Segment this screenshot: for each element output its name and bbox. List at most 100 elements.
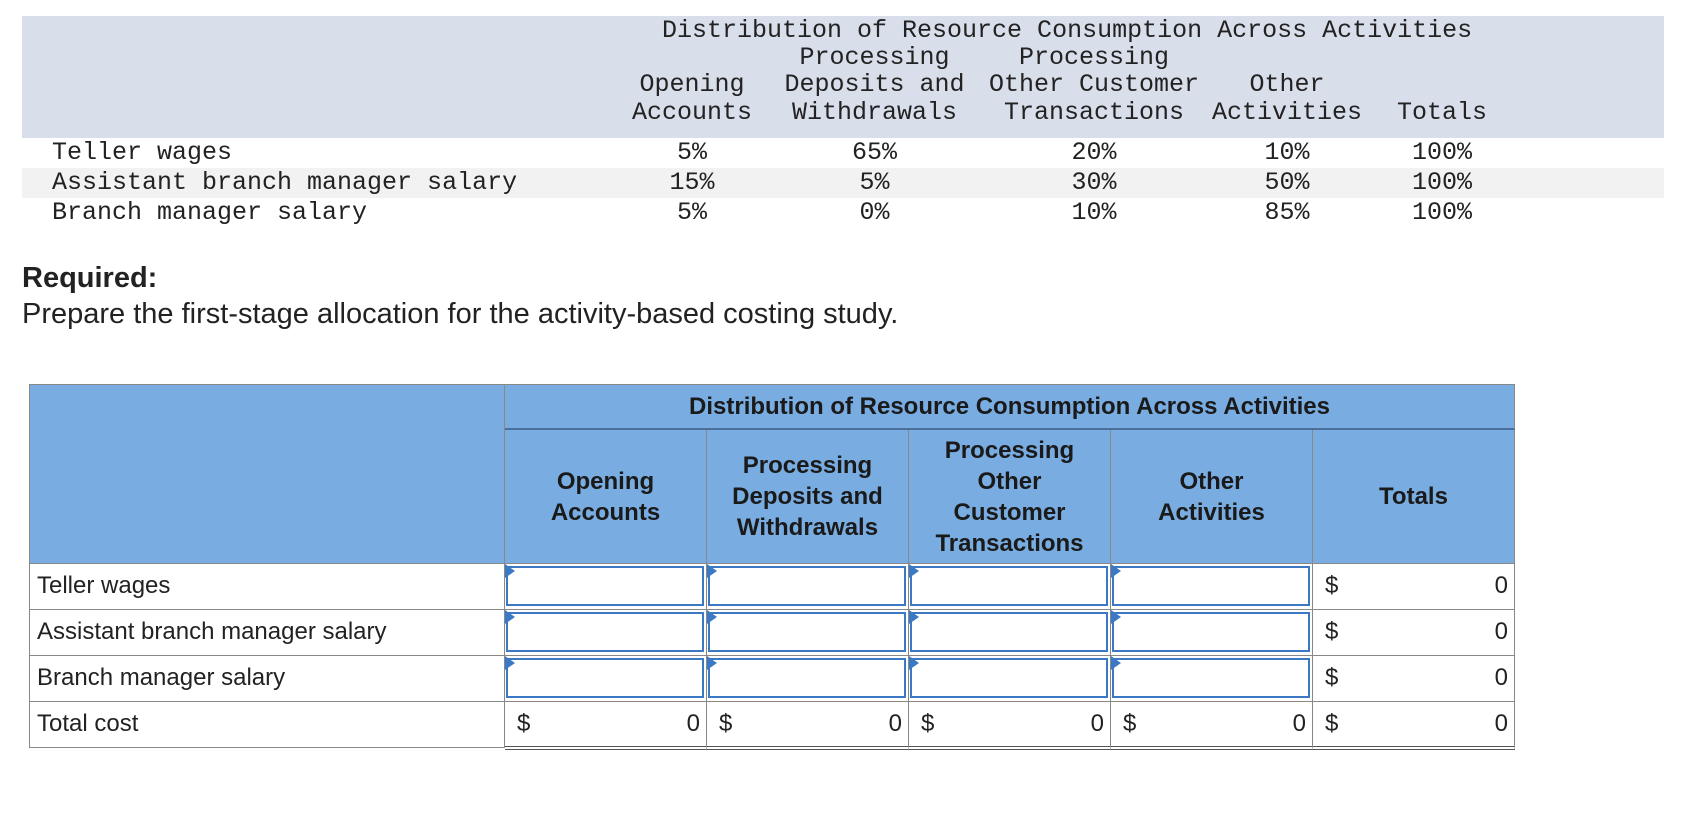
input-marker-icon (707, 656, 717, 670)
given-row: Assistant branch manager salary 15% 5% 3… (22, 168, 1664, 198)
answer-cell (909, 656, 1111, 702)
amount-input[interactable] (910, 612, 1108, 652)
answer-col-header: Opening Accounts (505, 430, 707, 564)
total-cell: $ 0 (1313, 610, 1515, 656)
given-cell: 15% (669, 168, 715, 197)
input-marker-icon (505, 656, 515, 670)
given-row: Teller wages 5% 65% 20% 10% 100% (22, 138, 1664, 168)
input-marker-icon (505, 610, 515, 624)
column-total-value: 0 (686, 710, 700, 737)
input-marker-icon (1111, 610, 1121, 624)
currency-symbol: $ (1325, 618, 1339, 645)
given-col-header-line: Processing (799, 43, 950, 72)
total-cell: $ 0 (1111, 702, 1313, 750)
input-marker-icon (505, 564, 515, 578)
given-cell: 10% (1264, 138, 1310, 167)
amount-input[interactable] (506, 566, 704, 606)
amount-input[interactable] (1112, 612, 1310, 652)
given-cell: 5% (676, 138, 707, 167)
answer-total-row: Total cost $ 0 $ 0 $ 0 $ 0 $ 0 (29, 702, 1515, 750)
answer-row: Teller wages $ 0 (29, 564, 1515, 610)
currency-symbol: $ (1325, 664, 1339, 691)
answer-cell (707, 656, 909, 702)
currency-symbol: $ (517, 710, 531, 737)
answer-row-label: Branch manager salary (29, 656, 505, 702)
answer-cell (505, 564, 707, 610)
answer-cell (707, 564, 909, 610)
amount-input[interactable] (506, 612, 704, 652)
given-col-header-line: Deposits and (784, 70, 965, 99)
amount-input[interactable] (506, 658, 704, 698)
given-row-label: Teller wages (52, 138, 233, 167)
given-cell: 50% (1264, 168, 1310, 197)
given-col-header-line: Processing (1018, 43, 1170, 72)
given-cell: 5% (676, 198, 707, 227)
given-row-label: Assistant branch manager salary (52, 168, 518, 197)
currency-symbol: $ (1325, 710, 1339, 737)
total-cell: $ 0 (1313, 564, 1515, 610)
answer-row-label: Teller wages (29, 564, 505, 610)
total-cell: $ 0 (707, 702, 909, 750)
input-marker-icon (1111, 564, 1121, 578)
answer-table-corner (29, 384, 505, 564)
amount-input[interactable] (1112, 566, 1310, 606)
answer-row-label: Assistant branch manager salary (29, 610, 505, 656)
column-total-value: 0 (888, 710, 902, 737)
given-cell: 65% (851, 138, 897, 167)
answer-col-header: Other Activities (1111, 430, 1313, 564)
total-cell: $ 0 (1313, 656, 1515, 702)
input-marker-icon (1111, 656, 1121, 670)
currency-symbol: $ (1325, 572, 1339, 599)
given-row: Branch manager salary 5% 0% 10% 85% 100% (22, 198, 1664, 228)
given-cell: 10% (1071, 198, 1117, 227)
amount-input[interactable] (910, 658, 1108, 698)
given-col-header-line: Accounts (631, 98, 753, 127)
total-cell: $ 0 (909, 702, 1111, 750)
answer-row: Assistant branch manager salary $ 0 (29, 610, 1515, 656)
given-cell: 20% (1071, 138, 1117, 167)
given-cell: 85% (1264, 198, 1310, 227)
total-cell: $ 0 (1313, 702, 1515, 750)
answer-col-header: Processing Other Customer Transactions (909, 430, 1111, 564)
required-heading: Required: (22, 262, 158, 294)
amount-input[interactable] (708, 566, 906, 606)
row-total-value: 0 (1494, 664, 1508, 691)
amount-input[interactable] (708, 658, 906, 698)
answer-cell (909, 610, 1111, 656)
answer-super-header: Distribution of Resource Consumption Acr… (505, 384, 1515, 430)
input-marker-icon (909, 656, 919, 670)
amount-input[interactable] (910, 566, 1108, 606)
input-marker-icon (707, 610, 717, 624)
given-cell: 5% (859, 168, 890, 197)
answer-col-header: Processing Deposits and Withdrawals (707, 430, 909, 564)
given-col-header-line: Opening (639, 70, 745, 99)
total-cell: $ 0 (505, 702, 707, 750)
answer-row-label: Total cost (29, 702, 505, 748)
answer-cell (1111, 610, 1313, 656)
input-marker-icon (707, 564, 717, 578)
answer-col-header: Totals (1313, 430, 1515, 564)
input-marker-icon (909, 610, 919, 624)
given-data-table: Distribution of Resource Consumption Acr… (22, 16, 1664, 228)
column-total-value: 0 (1090, 710, 1104, 737)
given-super-header: Distribution of Resource Consumption Acr… (662, 16, 1473, 45)
column-total-value: 0 (1292, 710, 1306, 737)
answer-cell (1111, 656, 1313, 702)
given-col-header-line: Other (1249, 70, 1325, 99)
currency-symbol: $ (719, 710, 733, 737)
answer-cell (909, 564, 1111, 610)
given-col-header-line: Withdrawals (791, 98, 958, 127)
currency-symbol: $ (1123, 710, 1137, 737)
answer-cell (1111, 564, 1313, 610)
answer-cell (707, 610, 909, 656)
given-col-header-line: Other Customer (988, 70, 1200, 99)
given-col-header-line: Totals (1396, 98, 1487, 127)
given-cell: 100% (1411, 168, 1472, 197)
required-instruction: Prepare the first-stage allocation for t… (22, 298, 899, 330)
amount-input[interactable] (1112, 658, 1310, 698)
given-col-header-line: Transactions (1003, 98, 1185, 127)
currency-symbol: $ (921, 710, 935, 737)
row-total-value: 0 (1494, 618, 1508, 645)
amount-input[interactable] (708, 612, 906, 652)
answer-cell (505, 610, 707, 656)
